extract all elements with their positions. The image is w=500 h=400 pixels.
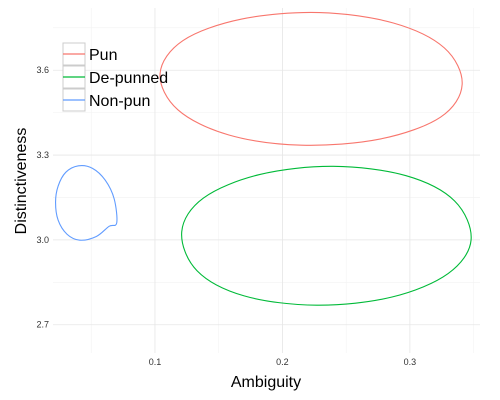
y-tick-label: 3.6: [36, 65, 49, 75]
legend-label-de-punned: De-punned: [89, 70, 168, 87]
y-tick-label: 3.3: [36, 150, 49, 160]
x-tick-label: 0.2: [276, 357, 289, 367]
x-ticks: 0.1 0.2 0.3: [149, 357, 416, 367]
x-axis-title: Ambiguity: [231, 374, 301, 391]
grid-minor: [53, 8, 480, 353]
grid-major: [53, 8, 480, 353]
ellipse-non-pun: [54, 165, 118, 241]
legend-label-non-pun: Non-pun: [89, 93, 150, 110]
y-tick-label: 2.7: [36, 320, 49, 330]
legend-label-pun: Pun: [89, 47, 117, 64]
x-tick-label: 0.3: [404, 357, 417, 367]
plot-panel: [53, 8, 480, 353]
ellipse-de-punned: [181, 165, 472, 306]
ellipses: [54, 11, 472, 306]
y-axis-title: Distinctiveness: [13, 128, 30, 235]
y-tick-label: 3.0: [36, 235, 49, 245]
ellipse-pun: [159, 11, 463, 146]
x-tick-label: 0.1: [149, 357, 162, 367]
y-ticks: 2.7 3.0 3.3 3.6: [36, 65, 49, 330]
legend: Pun De-punned Non-pun: [62, 42, 168, 112]
